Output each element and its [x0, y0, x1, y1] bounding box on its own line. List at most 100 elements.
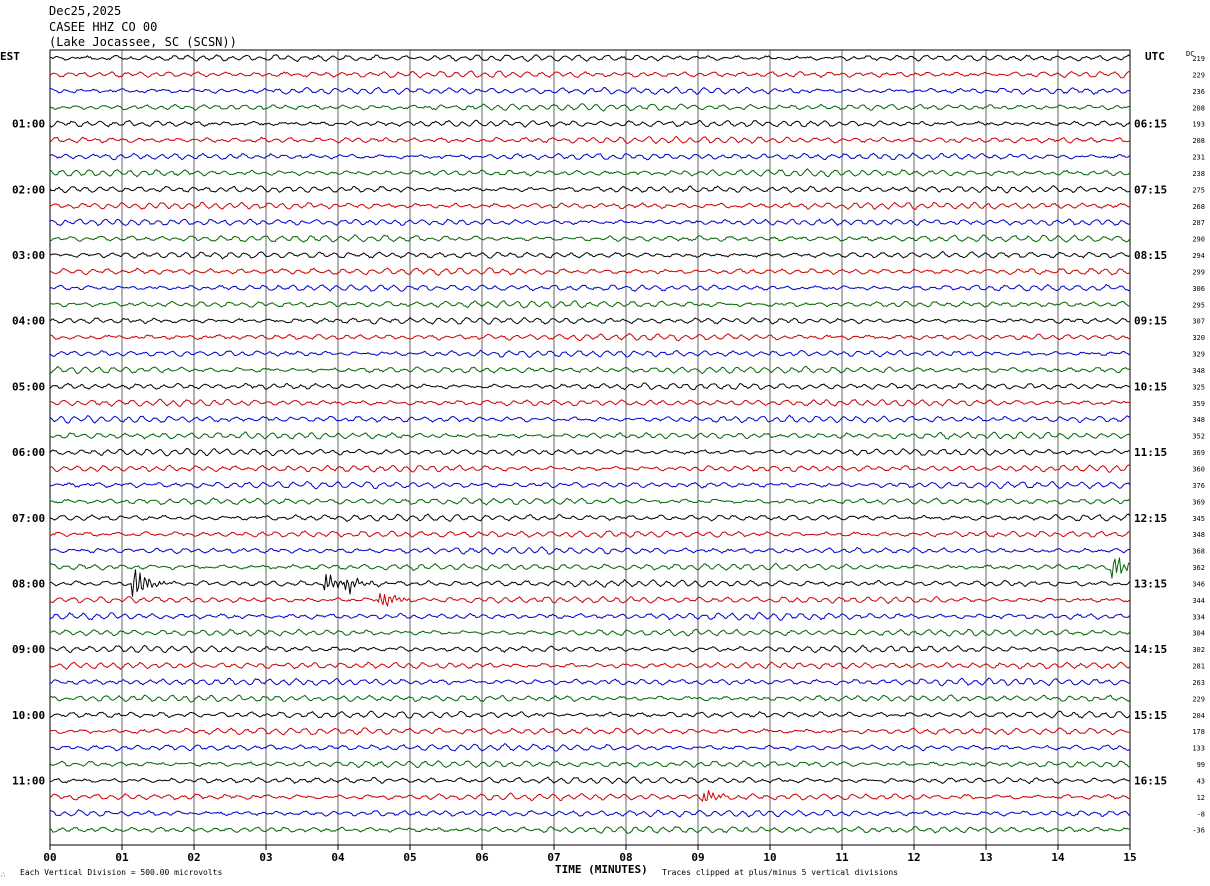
dc-offset-label: 219 — [1192, 55, 1205, 63]
dc-offset-label: 287 — [1192, 219, 1205, 227]
dc-offset-label: 295 — [1192, 301, 1205, 309]
seismic-trace-row — [49, 513, 1131, 522]
seismic-trace-row — [50, 234, 1131, 243]
est-hour-label: 08:00 — [12, 577, 45, 590]
dc-offset-label: 204 — [1192, 712, 1205, 720]
dc-offset-label: 369 — [1192, 449, 1205, 457]
dc-offset-label: 208 — [1192, 104, 1205, 112]
utc-hour-label: 06:15 — [1134, 118, 1167, 131]
est-hour-label: 04:00 — [12, 315, 45, 328]
dc-offset-label: 348 — [1192, 367, 1205, 375]
seismic-trace-row — [49, 611, 1131, 621]
seismic-trace-row — [49, 103, 1131, 112]
est-hour-label: 11:00 — [12, 774, 45, 787]
utc-hour-label: 09:15 — [1134, 315, 1167, 328]
clip-note: Traces clipped at plus/minus 5 vertical … — [662, 868, 898, 877]
dc-offset-label: 360 — [1192, 466, 1205, 474]
dc-offset-label: 306 — [1192, 285, 1205, 293]
dc-offset-label: 229 — [1192, 71, 1205, 79]
seismic-trace-row — [49, 448, 1131, 457]
seismic-trace-row — [49, 414, 1131, 424]
seismic-trace-row — [49, 168, 1131, 178]
seismic-trace-row — [49, 317, 1131, 325]
seismic-trace-row — [50, 569, 1131, 597]
seismic-trace-row — [49, 592, 1131, 607]
dc-offset-label: 231 — [1192, 154, 1205, 162]
x-tick-label: 11 — [835, 851, 849, 864]
utc-hour-label: 15:15 — [1134, 709, 1167, 722]
seismic-trace-row — [49, 382, 1131, 391]
seismic-trace-row — [49, 136, 1131, 145]
est-hour-label: 10:00 — [12, 709, 45, 722]
seismic-trace-row — [49, 284, 1131, 292]
x-tick-label: 12 — [907, 851, 920, 864]
seismic-trace-row — [49, 557, 1131, 579]
x-tick-label: 09 — [691, 851, 704, 864]
dc-offset-label: 133 — [1192, 745, 1205, 753]
dc-offset-label: 362 — [1192, 564, 1205, 572]
dc-offset-label: 299 — [1192, 268, 1205, 276]
header-station: CASEE HHZ CO 00 — [49, 20, 158, 34]
plot-grid: 00 01 02 03 04 05 06 07 08 09 10 11 12 13 14 15 — [43, 49, 1137, 864]
dc-offset-label: 178 — [1192, 728, 1205, 736]
seismic-trace-row — [49, 727, 1131, 736]
seismic-trace-row — [49, 119, 1131, 128]
seismic-trace-row — [49, 333, 1131, 342]
seismic-trace-row — [49, 644, 1131, 654]
utc-hour-label: 07:15 — [1134, 183, 1167, 196]
dc-offset-label: 325 — [1192, 383, 1205, 391]
seismic-trace-row — [49, 251, 1131, 260]
seismic-trace-row — [49, 349, 1131, 358]
seismic-trace-row — [49, 54, 1131, 62]
dc-offset-label: 193 — [1192, 121, 1205, 129]
seismic-trace-row — [49, 546, 1131, 555]
dc-header: DC — [1186, 50, 1194, 58]
label-layer: 01:00 02:00 03:00 04:00 05:00 06:00 07:00 08:00… — [12, 55, 1205, 835]
x-tick-label: 03 — [259, 851, 272, 864]
seismic-trace-row — [49, 628, 1131, 637]
left-timezone-label: EST — [0, 50, 20, 63]
x-tick-label: 14 — [1051, 851, 1065, 864]
seismic-trace-row — [49, 86, 1131, 95]
dc-offset-label: 263 — [1192, 679, 1205, 687]
utc-hour-label: 10:15 — [1134, 380, 1167, 393]
dc-offset-label: 348 — [1192, 531, 1205, 539]
seismic-trace-row — [49, 431, 1131, 440]
dc-offset-label: 352 — [1192, 433, 1205, 441]
seismic-trace-row — [49, 464, 1131, 473]
est-hour-label: 07:00 — [12, 512, 45, 525]
x-tick-label: 10 — [763, 851, 776, 864]
dc-offset-label: 281 — [1192, 663, 1205, 671]
dc-offset-label: 238 — [1192, 170, 1205, 178]
dc-offset-label: 236 — [1192, 88, 1205, 96]
x-tick-label: 08 — [619, 851, 632, 864]
seismic-trace-row — [49, 218, 1131, 227]
seismic-trace-row — [49, 677, 1131, 687]
utc-hour-label: 11:15 — [1134, 446, 1167, 459]
dc-offset-label: 307 — [1192, 318, 1205, 326]
header-location: (Lake Jocassee, SC (SCSN)) — [49, 35, 237, 49]
dc-offset-label: 304 — [1192, 630, 1205, 638]
x-tick-label: 04 — [331, 851, 345, 864]
dc-offset-label: -8 — [1197, 810, 1205, 818]
est-hour-label: 06:00 — [12, 446, 45, 459]
dc-offset-label: 99 — [1197, 761, 1205, 769]
seismic-trace-row — [49, 530, 1130, 538]
seismic-trace-row — [49, 809, 1131, 818]
seismic-trace-row — [49, 790, 1131, 802]
dc-offset-label: -36 — [1192, 827, 1205, 835]
dc-offset-label: 334 — [1192, 613, 1205, 621]
dc-offset-label: 329 — [1192, 351, 1205, 359]
dc-offset-label: 345 — [1192, 515, 1205, 523]
x-tick-label: 01 — [115, 851, 129, 864]
dc-offset-label: 320 — [1192, 334, 1205, 342]
seismic-trace-row — [49, 365, 1131, 375]
seismic-trace-row — [49, 776, 1131, 785]
dc-offset-label: 376 — [1192, 482, 1205, 490]
x-tick-label: 05 — [403, 851, 416, 864]
utc-hour-label: 08:15 — [1134, 249, 1167, 262]
utc-hour-label: 16:15 — [1134, 774, 1167, 787]
dc-offset-label: 294 — [1192, 252, 1205, 260]
plot-frame — [49, 49, 1131, 846]
trace-layer — [49, 54, 1131, 834]
